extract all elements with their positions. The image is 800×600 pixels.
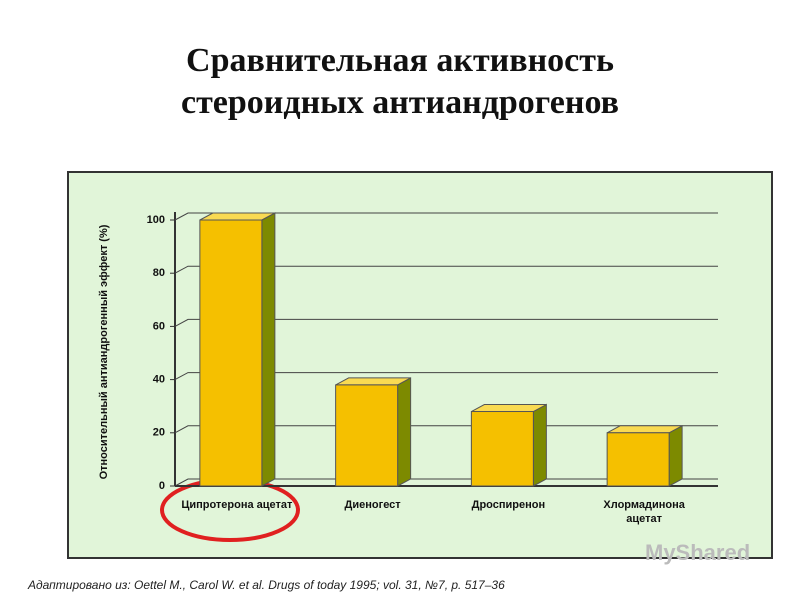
x-tick-label: Ципротерона ацетат	[181, 499, 293, 511]
bar-side	[668, 424, 683, 487]
bar	[606, 432, 670, 487]
grid-line	[174, 372, 718, 381]
y-tick-label: 20	[153, 427, 165, 439]
y-tick-label: 100	[147, 214, 165, 226]
x-tick-label: Дроспиренон	[471, 499, 546, 511]
bar-top	[335, 377, 411, 386]
y-tick-label: 80	[153, 267, 165, 279]
x-tick-label: Хлормадинона ацетат	[603, 499, 685, 525]
bar-top	[471, 404, 547, 413]
grid-line	[174, 318, 718, 327]
watermark: MyShared	[645, 540, 751, 565]
grid-line	[174, 212, 718, 221]
y-axis-label: Относительный антиандрогенный эффект (%)	[98, 224, 110, 479]
title: Сравнительная активность стероидных анти…	[181, 42, 619, 121]
bar-top	[199, 212, 276, 221]
bar	[199, 219, 263, 487]
y-tick-label: 40	[153, 374, 165, 386]
x-tick-label: Диеногест	[344, 499, 401, 511]
bar-side	[532, 403, 547, 487]
bar	[335, 384, 399, 487]
bar-top	[606, 425, 683, 434]
bar	[470, 411, 534, 487]
bar-side	[261, 212, 276, 487]
source-note: Адаптировано из: Oettel M., Carol W. et …	[28, 578, 505, 592]
grid-line	[174, 265, 718, 274]
chart-panel	[67, 171, 773, 559]
y-tick-label: 0	[159, 480, 165, 492]
y-tick-label: 60	[153, 320, 165, 332]
bar-side	[397, 377, 412, 487]
